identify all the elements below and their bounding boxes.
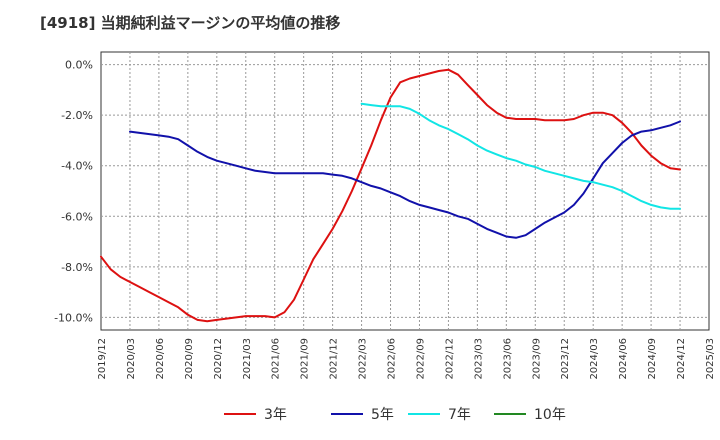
legend-label-1: 5年 [371, 407, 394, 423]
plot-area [100, 51, 710, 331]
x-tick-label: 2024/09 [647, 338, 658, 380]
y-tick-label: -8.0% [61, 261, 93, 274]
x-tick-label: 2020/12 [213, 338, 224, 380]
legend: 3年 5年 7年 10年 [224, 407, 566, 423]
x-tick-label: 2021/06 [271, 338, 282, 380]
legend-label-3: 10年 [534, 407, 566, 423]
y-tick-label: -10.0% [54, 311, 93, 324]
chart-title: [4918] 当期純利益マージンの平均値の推移 [40, 14, 341, 32]
x-tick-label: 2024/12 [676, 338, 687, 380]
x-tick-label: 2020/09 [184, 338, 195, 380]
x-tick-label: 2021/09 [300, 338, 311, 380]
y-tick-label: -2.0% [61, 109, 93, 122]
x-tick-label: 2020/06 [155, 338, 166, 380]
series-lines [100, 68, 681, 323]
y-tick-label: -6.0% [61, 210, 93, 223]
y-tick-label: -4.0% [61, 160, 93, 173]
x-tick-label: 2022/03 [358, 338, 369, 380]
series-line-2 [360, 102, 681, 210]
x-tick-label: 2020/03 [126, 338, 137, 380]
x-tick-label: 2024/06 [618, 338, 629, 380]
x-tick-label: 2025/03 [705, 338, 716, 380]
series-line-1 [129, 120, 681, 239]
x-tick-label: 2022/09 [415, 338, 426, 380]
x-tick-label: 2024/03 [589, 338, 600, 380]
x-tick-label: 2019/12 [97, 338, 108, 380]
x-tick-label: 2021/12 [329, 338, 340, 380]
grid-lines [101, 52, 709, 330]
x-tick-label: 2021/03 [242, 338, 253, 380]
legend-label-0: 3年 [264, 407, 287, 423]
x-tick-label: 2023/12 [560, 338, 571, 380]
x-tick-label: 2023/09 [531, 338, 542, 380]
series-line-0 [100, 68, 681, 323]
x-axis: 2019/12 2020/03 2020/06 2020/09 2020/12 2021/… [97, 338, 716, 380]
y-tick-label: 0.0% [65, 59, 93, 72]
legend-label-2: 7年 [448, 407, 471, 423]
x-tick-label: 2022/12 [444, 338, 455, 380]
y-axis: 0.0% -2.0% -4.0% -6.0% -8.0% -10.0% [54, 59, 93, 325]
x-tick-label: 2022/06 [387, 338, 398, 380]
x-tick-label: 2023/03 [473, 338, 484, 380]
x-tick-label: 2023/06 [502, 338, 513, 380]
